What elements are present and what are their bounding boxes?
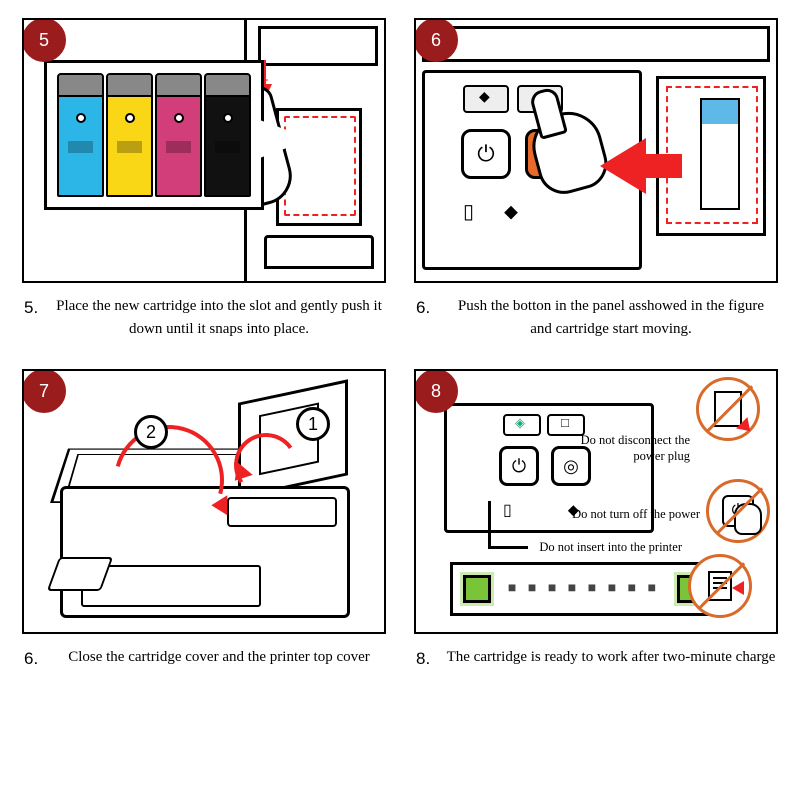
step-marker-2: 2 (134, 415, 168, 449)
panel-step-8: 8 ⏻ ◎ ▯ ⬥ ■ ■ ■ ■ ■ ■ ■ ■ Do not disconn… (414, 369, 778, 634)
caption-number: 6. (24, 646, 44, 672)
panel-step-6: 6 ⏻ ◎ ▯⬥ (414, 18, 778, 283)
charging-progress-strip: ■ ■ ■ ■ ■ ■ ■ ■ (450, 562, 718, 616)
caption-step-7: 6. Close the cartridge cover and the pri… (22, 640, 386, 714)
prohibit-poweroff-icon: ⏻ (706, 479, 770, 543)
warn-text-insert: Do not insert into the printer (492, 540, 682, 556)
caption-text: Push the botton in the panel asshowed in… (446, 295, 776, 342)
cartridge-magenta (155, 73, 202, 197)
prohibit-insert-icon (688, 554, 752, 618)
step-badge: 5 (22, 18, 66, 62)
caption-number: 5. (24, 295, 44, 321)
step-badge: 6 (414, 18, 458, 62)
step-marker-1: 1 (296, 407, 330, 441)
panel-indicator-icons: ▯⬥ (463, 199, 548, 224)
status-led-icon (503, 414, 541, 436)
warn-text-poweroff: Do not turn off the power (530, 507, 700, 523)
caption-text: The cartridge is ready to work after two… (446, 646, 776, 669)
caption-step-6: 6. Push the botton in the panel asshowed… (414, 289, 778, 363)
caption-text: Close the cartridge cover and the printe… (54, 646, 384, 669)
warn-text-unplug: Do not disconnect the power plug (560, 433, 690, 464)
progress-dots: ■ ■ ■ ■ ■ ■ ■ ■ (499, 581, 669, 597)
prohibit-unplug-icon (696, 377, 760, 441)
caption-text: Place the new cartridge into the slot an… (54, 295, 384, 342)
printer-button-row-icon (227, 497, 337, 527)
move-left-arrow-icon (600, 138, 646, 194)
printer-lid (422, 26, 770, 62)
inserted-cartridge-icon (700, 98, 740, 210)
cartridge-cyan (57, 73, 104, 197)
instruction-grid: 5 ✦✦✦ 6 ⏻ ◎ ▯⬥ (0, 0, 800, 732)
caption-step-8: 8. The cartridge is ready to work after … (414, 640, 778, 714)
caption-number: 8. (416, 646, 436, 672)
caption-number: 6. (416, 295, 436, 321)
cartridge-callout (44, 60, 264, 210)
paper-tray-icon (81, 565, 261, 607)
progress-start-icon (463, 575, 491, 603)
panel-step-7: 7 1 2 (22, 369, 386, 634)
power-button-icon: ⏻ (461, 129, 511, 179)
printer-lid (258, 26, 378, 66)
callout-leader-line (488, 501, 491, 549)
printer-base (264, 235, 374, 269)
status-led-icon (463, 85, 509, 113)
step-badge: 7 (22, 369, 66, 413)
cartridge-set (47, 63, 261, 207)
power-button-icon: ⏻ (499, 446, 539, 486)
caption-step-5: 5. Place the new cartridge into the slot… (22, 289, 386, 363)
step-badge: 8 (414, 369, 458, 413)
cartridge-black (204, 73, 251, 197)
cartridge-yellow (106, 73, 153, 197)
panel-step-5: 5 ✦✦✦ (22, 18, 386, 283)
